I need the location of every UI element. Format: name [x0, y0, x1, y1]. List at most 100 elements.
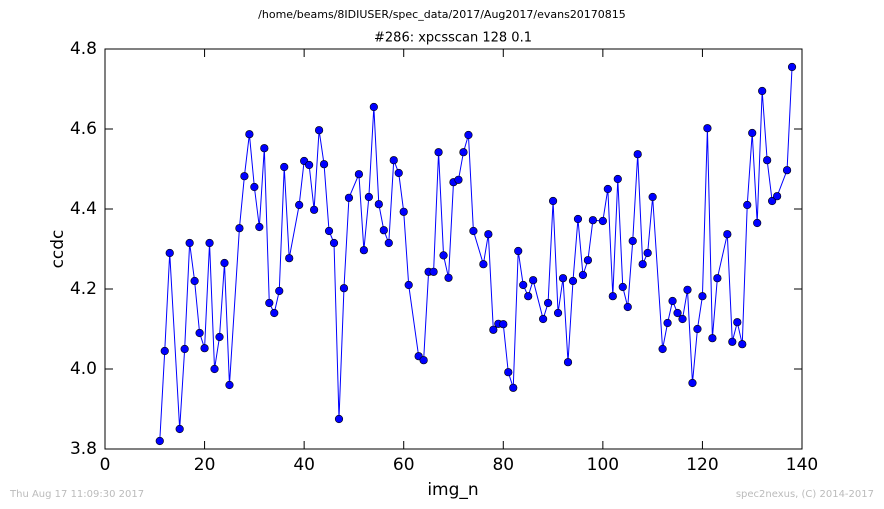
- marker: [394, 168, 403, 178]
- marker: [524, 292, 533, 301]
- x-tick-label: 80: [492, 455, 514, 475]
- marker: [548, 196, 558, 206]
- marker: [389, 156, 398, 165]
- y-tick-label: 4.0: [70, 359, 97, 379]
- marker: [753, 218, 762, 228]
- marker: [613, 174, 622, 184]
- marker: [509, 383, 518, 392]
- marker: [748, 128, 757, 138]
- x-tick-label: 60: [393, 455, 415, 475]
- marker: [743, 200, 752, 210]
- marker: [190, 276, 199, 286]
- marker: [563, 358, 573, 367]
- marker: [648, 192, 657, 202]
- marker: [359, 246, 368, 255]
- x-tick-label: 120: [686, 455, 718, 475]
- marker: [598, 216, 607, 226]
- marker: [265, 298, 274, 308]
- marker: [638, 260, 647, 269]
- marker: [444, 273, 453, 282]
- marker: [578, 270, 588, 280]
- marker: [369, 102, 378, 112]
- marker: [519, 280, 528, 290]
- marker: [374, 200, 383, 209]
- marker: [200, 344, 209, 353]
- marker: [484, 230, 493, 239]
- marker: [454, 175, 463, 184]
- marker: [260, 144, 269, 153]
- marker: [295, 200, 304, 210]
- marker: [623, 302, 632, 312]
- marker: [255, 222, 264, 232]
- marker: [384, 238, 393, 248]
- marker: [693, 324, 702, 334]
- marker: [235, 224, 244, 233]
- marker: [787, 62, 797, 72]
- marker: [658, 344, 667, 354]
- marker: [763, 156, 772, 165]
- y-tick-label: 3.8: [70, 439, 97, 459]
- marker: [399, 207, 408, 216]
- marker: [215, 332, 224, 342]
- marker: [558, 274, 568, 283]
- x-tick-label: 20: [194, 455, 216, 475]
- marker: [275, 286, 284, 296]
- marker: [250, 182, 259, 192]
- plot-frame: [104, 48, 803, 450]
- marker: [683, 285, 692, 294]
- marker: [703, 124, 712, 133]
- x-axis-label: img_n: [427, 480, 478, 500]
- marker: [628, 236, 637, 246]
- marker: [583, 256, 593, 265]
- marker: [553, 308, 563, 318]
- marker: [185, 238, 194, 248]
- marker: [165, 248, 174, 258]
- marker: [319, 160, 329, 169]
- marker: [354, 170, 364, 179]
- marker: [160, 346, 169, 356]
- marker: [364, 192, 373, 202]
- marker: [175, 424, 184, 434]
- footer-right: spec2nexus, (C) 2014-2017: [736, 489, 874, 500]
- marker: [180, 344, 189, 354]
- marker: [668, 296, 677, 306]
- marker: [529, 276, 538, 285]
- marker: [588, 216, 598, 225]
- marker: [310, 205, 319, 214]
- marker: [220, 258, 229, 268]
- x-tick-label: 100: [587, 455, 619, 475]
- marker: [270, 308, 279, 318]
- x-tick-label: 140: [786, 455, 818, 475]
- marker: [324, 226, 334, 236]
- marker: [225, 380, 234, 390]
- marker: [673, 308, 682, 318]
- marker: [439, 251, 448, 260]
- marker: [489, 325, 498, 334]
- marker: [434, 148, 443, 157]
- marker: [633, 150, 642, 159]
- marker: [678, 314, 687, 324]
- marker: [404, 280, 413, 290]
- y-tick-label: 4.6: [70, 119, 97, 139]
- marker: [195, 328, 204, 338]
- marker: [713, 274, 722, 283]
- marker: [733, 318, 742, 327]
- suptitle: /home/beams/8IDIUSER/spec_data/2017/Aug2…: [258, 8, 626, 21]
- marker: [155, 436, 164, 446]
- marker: [245, 130, 254, 139]
- y-tick-label: 4.8: [70, 39, 97, 59]
- marker: [240, 172, 249, 181]
- marker: [469, 226, 478, 236]
- marker: [738, 340, 747, 349]
- marker: [429, 267, 438, 276]
- chart-title: #286: xpcsscan 128 0.1: [374, 31, 532, 46]
- y-tick-label: 4.2: [70, 279, 97, 299]
- marker: [344, 193, 354, 202]
- marker: [334, 414, 344, 424]
- marker: [723, 230, 732, 239]
- x-tick-label: 0: [100, 455, 111, 475]
- marker: [499, 320, 508, 329]
- marker: [329, 238, 339, 248]
- x-tick-label: 40: [293, 455, 315, 475]
